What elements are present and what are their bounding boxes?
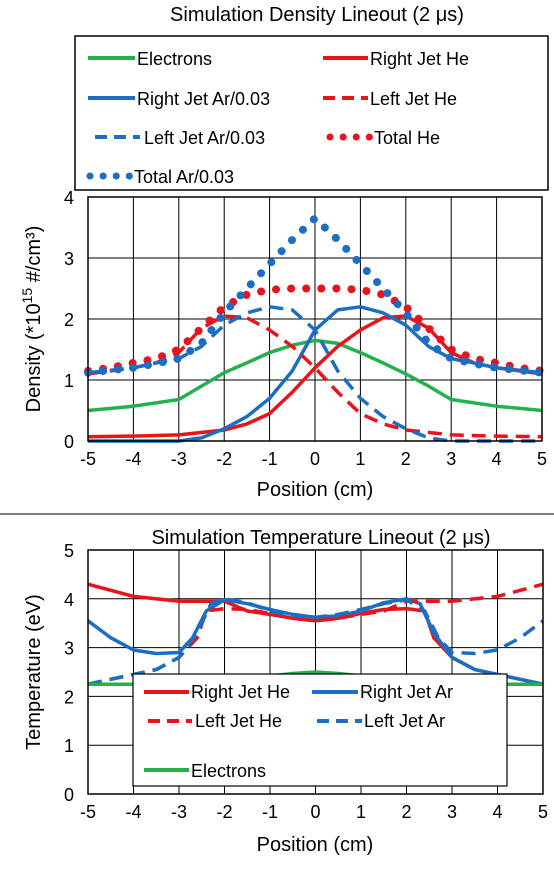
y-tick-label: 3 bbox=[64, 249, 74, 269]
series-line-left-jet-ar-0-03 bbox=[87, 305, 542, 443]
legend-item-right-jet-ar: Right Jet Ar/0.03 bbox=[88, 89, 270, 109]
y-tick-label: 3 bbox=[64, 639, 74, 659]
legend-item-electrons: Electrons bbox=[88, 49, 212, 69]
x-tick-label: -5 bbox=[80, 449, 96, 469]
legend-item-left-jet-ar: Left Jet Ar/0.03 bbox=[95, 128, 265, 148]
temperature-tick-labels: -5 -4 -3 -2 -1 0 1 2 3 4 5 0 1 2 3 4 5 bbox=[64, 541, 548, 822]
density-y-axis-label-exponent: 15 bbox=[19, 288, 35, 304]
t-legend-label-left-jet-ar: Left Jet Ar bbox=[364, 711, 445, 731]
series-line-total-ar-0-03 bbox=[84, 214, 546, 377]
y-tick-label: 1 bbox=[64, 371, 74, 391]
x-tick-label: 3 bbox=[446, 449, 456, 469]
density-plot-frame bbox=[87, 196, 543, 442]
t-legend-label-left-jet-he: Left Jet He bbox=[195, 711, 282, 731]
x-tick-label: 2 bbox=[401, 802, 411, 822]
density-legend-box bbox=[74, 35, 549, 191]
x-tick-label: -2 bbox=[216, 449, 232, 469]
temperature-title-background bbox=[96, 522, 548, 549]
t-legend-item-right-jet-ar: Right Jet Ar bbox=[312, 682, 453, 702]
legend-label-total-he: Total He bbox=[374, 128, 440, 148]
density-y-axis-label: Density (*1015 #/cm³) bbox=[19, 226, 45, 413]
legend-label-total-ar: Total Ar/0.03 bbox=[134, 167, 234, 187]
t-legend-label-right-jet-he: Right Jet He bbox=[191, 682, 290, 702]
y-tick-label: 1 bbox=[64, 736, 74, 756]
y-tick-label: 2 bbox=[64, 687, 74, 707]
x-tick-label: 2 bbox=[401, 449, 411, 469]
x-tick-label: 4 bbox=[492, 802, 502, 822]
legend-item-total-ar: Total Ar/0.03 bbox=[86, 167, 234, 187]
temperature-plot-frame bbox=[87, 549, 544, 795]
x-tick-label: 5 bbox=[537, 449, 547, 469]
density-x-axis-label: Position (cm) bbox=[257, 479, 374, 501]
x-tick-label: -3 bbox=[171, 449, 187, 469]
t-legend-item-electrons: Electrons bbox=[144, 761, 266, 781]
y-tick-label: 4 bbox=[64, 188, 74, 208]
series-line-left-jet-ar bbox=[87, 597, 545, 686]
temperature-y-axis-label: Temperature (eV) bbox=[23, 594, 45, 750]
density-legend: Electrons Right Jet He Right Jet Ar/0.03… bbox=[74, 35, 549, 191]
series-line-right-jet-he bbox=[87, 314, 543, 439]
y-tick-label: 4 bbox=[64, 590, 74, 610]
x-tick-label: -4 bbox=[125, 449, 141, 469]
y-tick-label: 0 bbox=[64, 432, 74, 452]
x-tick-label: -5 bbox=[80, 802, 96, 822]
series-line-left-jet-he bbox=[87, 314, 543, 439]
temperature-x-axis-label: Position (cm) bbox=[257, 834, 374, 856]
x-tick-label: -1 bbox=[262, 802, 278, 822]
series-line-total-he bbox=[84, 284, 546, 375]
density-series bbox=[84, 214, 546, 443]
x-tick-label: 1 bbox=[356, 802, 366, 822]
y-tick-label: 2 bbox=[64, 310, 74, 330]
legend-label-right-jet-ar: Right Jet Ar/0.03 bbox=[137, 89, 270, 109]
t-legend-item-left-jet-ar: Left Jet Ar bbox=[317, 711, 445, 731]
x-tick-label: -4 bbox=[125, 802, 141, 822]
y-tick-label: 0 bbox=[64, 785, 74, 805]
series-line-electrons bbox=[87, 338, 543, 413]
density-chart: Simulation Density Lineout (2 μs) -5 -4 -3… bbox=[19, 4, 549, 501]
legend-label-right-jet-he: Right Jet He bbox=[370, 49, 469, 69]
legend-item-total-he: Total He bbox=[326, 128, 440, 148]
legend-label-left-jet-he: Left Jet He bbox=[370, 89, 457, 109]
x-tick-label: 3 bbox=[447, 802, 457, 822]
temperature-chart: -5 -4 -3 -2 -1 0 1 2 3 4 5 0 1 2 3 4 5 Simulation Temper… bbox=[23, 522, 548, 856]
t-legend-item-left-jet-he: Left Jet He bbox=[148, 711, 282, 731]
x-tick-label: 0 bbox=[310, 802, 320, 822]
x-tick-label: 5 bbox=[538, 802, 548, 822]
t-legend-item-right-jet-he: Right Jet He bbox=[144, 682, 290, 702]
x-tick-label: 1 bbox=[355, 449, 365, 469]
x-tick-label: -3 bbox=[171, 802, 187, 822]
x-tick-label: 0 bbox=[310, 449, 320, 469]
legend-item-right-jet-he: Right Jet He bbox=[323, 49, 469, 69]
density-y-axis-label-main: Density (*10 bbox=[23, 303, 45, 412]
legend-item-left-jet-he: Left Jet He bbox=[323, 89, 457, 109]
legend-label-electrons: Electrons bbox=[137, 49, 212, 69]
series-line-right-jet-ar-0-03 bbox=[88, 305, 543, 443]
temperature-legend: Right Jet He Right Jet Ar Left Jet He Le… bbox=[132, 673, 508, 787]
density-chart-title: Simulation Density Lineout (2 μs) bbox=[170, 4, 464, 26]
legend-label-left-jet-ar: Left Jet Ar/0.03 bbox=[144, 128, 265, 148]
t-legend-label-right-jet-ar: Right Jet Ar bbox=[360, 682, 453, 702]
temperature-chart-title: Simulation Temperature Lineout (2 μs) bbox=[151, 527, 490, 549]
t-legend-label-electrons: Electrons bbox=[191, 761, 266, 781]
x-tick-label: -2 bbox=[216, 802, 232, 822]
density-y-axis-label-unit: #/cm³) bbox=[23, 226, 45, 288]
x-tick-label: -1 bbox=[262, 449, 278, 469]
density-tick-labels: -5 -4 -3 -2 -1 0 1 2 3 4 5 0 1 2 3 4 bbox=[64, 188, 547, 469]
y-tick-label: 5 bbox=[64, 541, 74, 561]
x-tick-label: 4 bbox=[492, 449, 502, 469]
